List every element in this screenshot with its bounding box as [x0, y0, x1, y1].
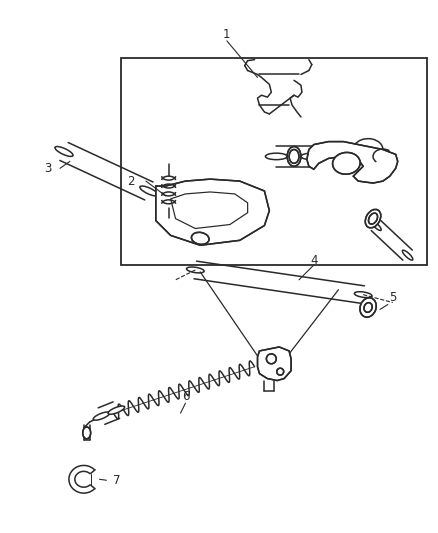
- Polygon shape: [170, 192, 247, 229]
- Ellipse shape: [276, 368, 283, 375]
- Text: 6: 6: [181, 390, 189, 403]
- Ellipse shape: [286, 147, 300, 166]
- Polygon shape: [306, 142, 397, 183]
- Ellipse shape: [186, 267, 204, 273]
- Ellipse shape: [55, 147, 73, 156]
- Ellipse shape: [191, 232, 208, 245]
- Text: 2: 2: [127, 175, 134, 188]
- Polygon shape: [257, 347, 290, 381]
- Ellipse shape: [364, 209, 380, 228]
- Ellipse shape: [93, 412, 110, 420]
- Ellipse shape: [289, 149, 298, 163]
- Ellipse shape: [402, 250, 412, 260]
- Ellipse shape: [266, 354, 276, 364]
- Text: 7: 7: [112, 474, 120, 487]
- Ellipse shape: [83, 427, 90, 439]
- Text: 5: 5: [388, 291, 396, 304]
- Text: 3: 3: [44, 161, 52, 175]
- Ellipse shape: [353, 292, 371, 297]
- Ellipse shape: [359, 298, 375, 317]
- Text: 4: 4: [309, 254, 317, 266]
- Ellipse shape: [108, 406, 124, 414]
- Ellipse shape: [140, 186, 158, 196]
- Ellipse shape: [300, 153, 322, 160]
- Text: 1: 1: [223, 28, 230, 42]
- Ellipse shape: [265, 153, 286, 160]
- Polygon shape: [155, 179, 269, 245]
- Ellipse shape: [370, 221, 380, 230]
- Bar: [121, 58, 426, 265]
- Ellipse shape: [363, 303, 371, 312]
- Ellipse shape: [332, 152, 359, 174]
- Ellipse shape: [367, 213, 377, 224]
